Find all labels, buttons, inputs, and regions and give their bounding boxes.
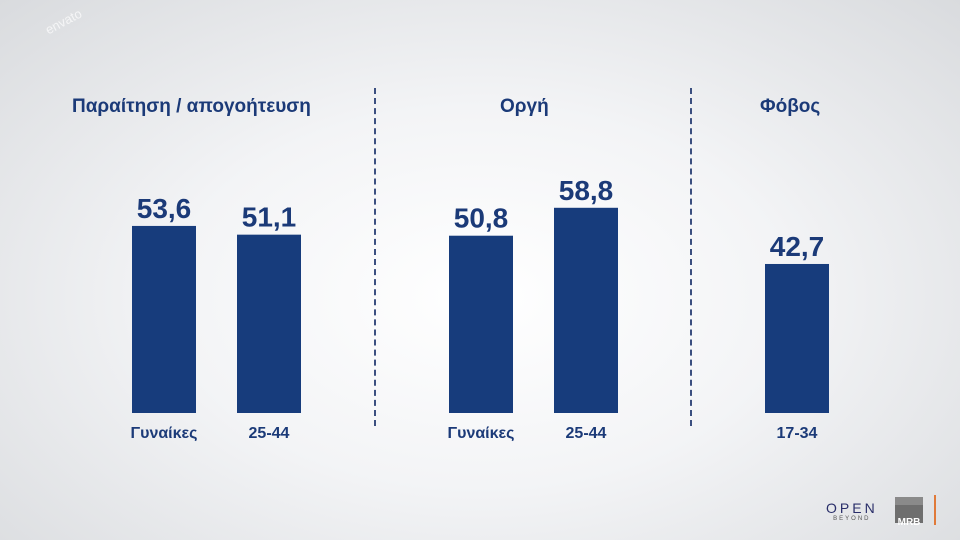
category-label: 17-34 [777,425,818,442]
data-label: 51,1 [242,202,297,233]
panel-title-resignation: Παραίτηση / απογοήτευση [72,96,311,117]
data-label: 42,7 [770,231,825,262]
category-label: Γυναίκες [131,425,198,442]
open-logo: OPEN BEYOND [826,500,878,522]
category-label: Γυναίκες [448,425,515,442]
bar [449,235,513,413]
data-label: 58,8 [559,175,614,206]
mrb-logo: MRB [895,497,923,528]
accent-line [934,495,936,525]
panel-title-fear: Φόβος [760,96,821,117]
category-label: 25-44 [566,425,607,442]
bar [765,263,829,413]
category-label: 25-44 [249,425,290,442]
data-label: 53,6 [137,193,192,224]
panel-title-anger: Οργή [500,96,549,117]
divider [374,88,376,426]
bar [132,225,196,413]
data-label: 50,8 [454,203,509,234]
bar [554,207,618,413]
bar [237,234,301,413]
divider [690,88,692,426]
